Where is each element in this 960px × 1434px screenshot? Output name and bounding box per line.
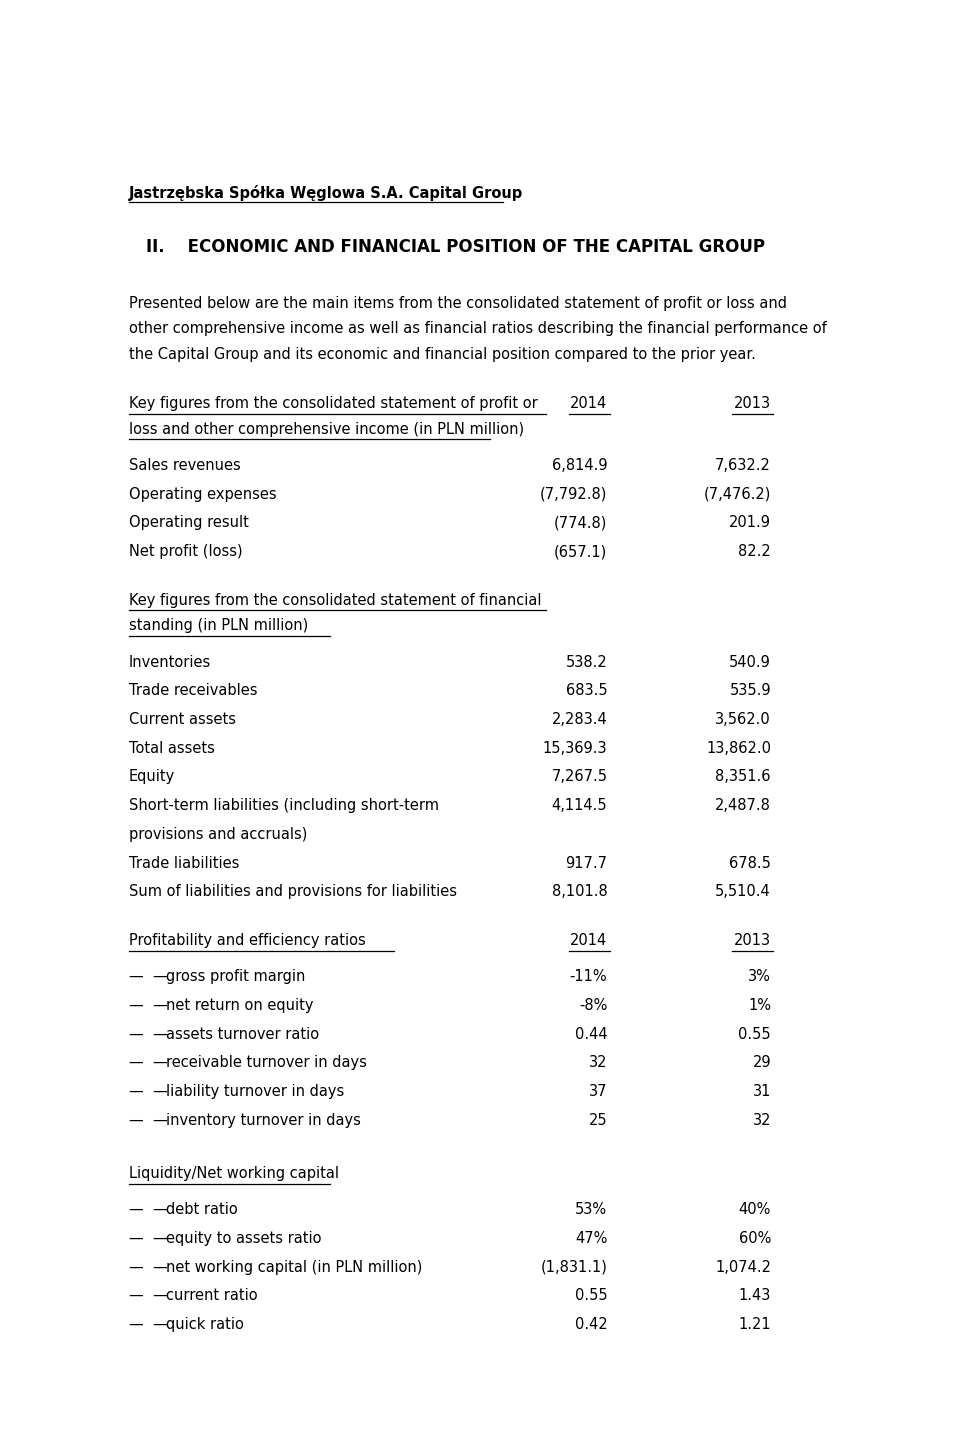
Text: 4,114.5: 4,114.5 (552, 799, 608, 813)
Text: Sum of liabilities and provisions for liabilities: Sum of liabilities and provisions for li… (129, 885, 457, 899)
Text: 2014: 2014 (570, 396, 608, 412)
Text: (7,476.2): (7,476.2) (704, 486, 771, 502)
Text: Profitability and efficiency ratios: Profitability and efficiency ratios (129, 934, 366, 948)
Text: 0.42: 0.42 (575, 1316, 608, 1332)
Text: standing (in PLN million): standing (in PLN million) (129, 618, 308, 634)
Text: —  —: — — (129, 1055, 168, 1070)
Text: —  —: — — (129, 1316, 168, 1332)
Text: 15,369.3: 15,369.3 (542, 741, 608, 756)
Text: Short-term liabilities (including short-term: Short-term liabilities (including short-… (129, 799, 439, 813)
Text: 47%: 47% (575, 1230, 608, 1246)
Text: 535.9: 535.9 (730, 684, 771, 698)
Text: 2014: 2014 (570, 934, 608, 948)
Text: 2,283.4: 2,283.4 (552, 713, 608, 727)
Text: (1,831.1): (1,831.1) (540, 1259, 608, 1275)
Text: -8%: -8% (579, 998, 608, 1012)
Text: 683.5: 683.5 (565, 684, 608, 698)
Text: net return on equity: net return on equity (166, 998, 314, 1012)
Text: 8,351.6: 8,351.6 (715, 770, 771, 784)
Text: —  —: — — (129, 1259, 168, 1275)
Text: —  —: — — (129, 1230, 168, 1246)
Text: (657.1): (657.1) (554, 543, 608, 559)
Text: 32: 32 (588, 1055, 608, 1070)
Text: Inventories: Inventories (129, 654, 211, 670)
Text: 7,632.2: 7,632.2 (715, 457, 771, 473)
Text: receivable turnover in days: receivable turnover in days (166, 1055, 367, 1070)
Text: 917.7: 917.7 (565, 856, 608, 870)
Text: —  —: — — (129, 1084, 168, 1098)
Text: —  —: — — (129, 1113, 168, 1129)
Text: 0.55: 0.55 (575, 1288, 608, 1304)
Text: Current assets: Current assets (129, 713, 236, 727)
Text: —  —: — — (129, 969, 168, 984)
Text: Total assets: Total assets (129, 741, 215, 756)
Text: debt ratio: debt ratio (166, 1202, 238, 1217)
Text: Liquidity/Net working capital: Liquidity/Net working capital (129, 1166, 339, 1180)
Text: 82.2: 82.2 (738, 543, 771, 559)
Text: 1.43: 1.43 (738, 1288, 771, 1304)
Text: 201.9: 201.9 (729, 515, 771, 531)
Text: 2013: 2013 (733, 934, 771, 948)
Text: Jastrzębska Spółka Węglowa S.A. Capital Group: Jastrzębska Spółka Węglowa S.A. Capital … (129, 185, 523, 201)
Text: —  —: — — (129, 998, 168, 1012)
Text: -11%: -11% (569, 969, 608, 984)
Text: 8,101.8: 8,101.8 (552, 885, 608, 899)
Text: 2013: 2013 (733, 396, 771, 412)
Text: Operating result: Operating result (129, 515, 249, 531)
Text: Sales revenues: Sales revenues (129, 457, 241, 473)
Text: 0.44: 0.44 (575, 1027, 608, 1041)
Text: II.    ECONOMIC AND FINANCIAL POSITION OF THE CAPITAL GROUP: II. ECONOMIC AND FINANCIAL POSITION OF T… (146, 238, 765, 257)
Text: assets turnover ratio: assets turnover ratio (166, 1027, 320, 1041)
Text: 538.2: 538.2 (565, 654, 608, 670)
Text: 25: 25 (588, 1113, 608, 1129)
Text: —  —: — — (129, 1288, 168, 1304)
Text: inventory turnover in days: inventory turnover in days (166, 1113, 361, 1129)
Text: the Capital Group and its economic and financial position compared to the prior : the Capital Group and its economic and f… (129, 347, 756, 361)
Text: Trade receivables: Trade receivables (129, 684, 257, 698)
Text: 31: 31 (753, 1084, 771, 1098)
Text: 40%: 40% (738, 1202, 771, 1217)
Text: 29: 29 (753, 1055, 771, 1070)
Text: loss and other comprehensive income (in PLN million): loss and other comprehensive income (in … (129, 422, 524, 436)
Text: Presented below are the main items from the consolidated statement of profit or : Presented below are the main items from … (129, 295, 787, 311)
Text: 5,510.4: 5,510.4 (715, 885, 771, 899)
Text: liability turnover in days: liability turnover in days (166, 1084, 345, 1098)
Text: 53%: 53% (575, 1202, 608, 1217)
Text: 3,562.0: 3,562.0 (715, 713, 771, 727)
Text: 1.21: 1.21 (738, 1316, 771, 1332)
Text: 2,487.8: 2,487.8 (715, 799, 771, 813)
Text: 6,814.9: 6,814.9 (552, 457, 608, 473)
Text: 540.9: 540.9 (730, 654, 771, 670)
Text: 37: 37 (588, 1084, 608, 1098)
Text: (774.8): (774.8) (554, 515, 608, 531)
Text: Key figures from the consolidated statement of profit or: Key figures from the consolidated statem… (129, 396, 538, 412)
Text: 7,267.5: 7,267.5 (551, 770, 608, 784)
Text: Key figures from the consolidated statement of financial: Key figures from the consolidated statem… (129, 592, 541, 608)
Text: Operating expenses: Operating expenses (129, 486, 276, 502)
Text: 60%: 60% (738, 1230, 771, 1246)
Text: 3%: 3% (748, 969, 771, 984)
Text: 1%: 1% (748, 998, 771, 1012)
Text: —  —: — — (129, 1202, 168, 1217)
Text: equity to assets ratio: equity to assets ratio (166, 1230, 322, 1246)
Text: net working capital (in PLN million): net working capital (in PLN million) (166, 1259, 422, 1275)
Text: 0.55: 0.55 (738, 1027, 771, 1041)
Text: current ratio: current ratio (166, 1288, 257, 1304)
Text: 13,862.0: 13,862.0 (706, 741, 771, 756)
Text: quick ratio: quick ratio (166, 1316, 244, 1332)
Text: Net profit (loss): Net profit (loss) (129, 543, 243, 559)
Text: Equity: Equity (129, 770, 175, 784)
Text: 678.5: 678.5 (730, 856, 771, 870)
Text: (7,792.8): (7,792.8) (540, 486, 608, 502)
Text: provisions and accruals): provisions and accruals) (129, 827, 307, 842)
Text: —  —: — — (129, 1027, 168, 1041)
Text: Trade liabilities: Trade liabilities (129, 856, 239, 870)
Text: gross profit margin: gross profit margin (166, 969, 305, 984)
Text: 32: 32 (753, 1113, 771, 1129)
Text: other comprehensive income as well as financial ratios describing the financial : other comprehensive income as well as fi… (129, 321, 827, 336)
Text: 1,074.2: 1,074.2 (715, 1259, 771, 1275)
